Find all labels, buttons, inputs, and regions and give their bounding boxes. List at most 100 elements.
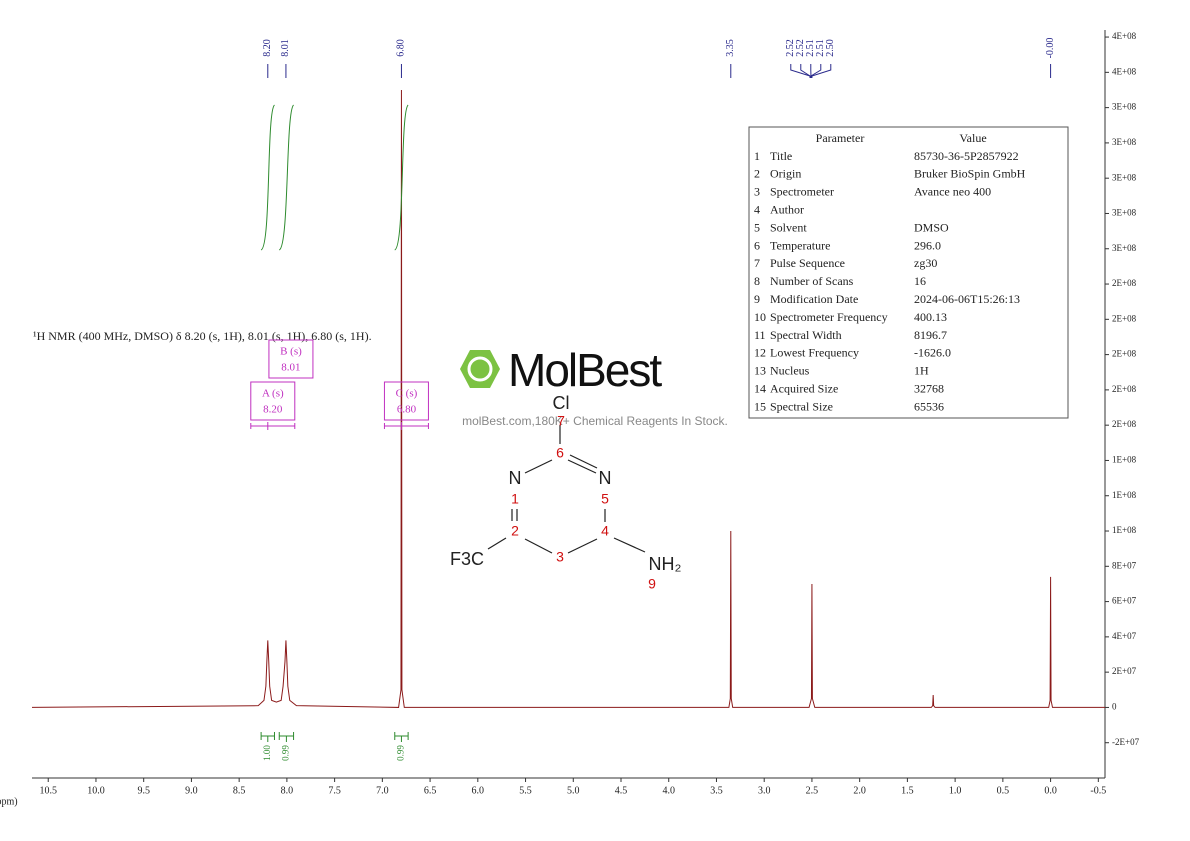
peak-label: 8.20 xyxy=(262,39,273,57)
x-tick-label: 6.0 xyxy=(472,785,485,796)
y-tick-label: 3E+08 xyxy=(1112,102,1137,112)
logo-hexagon xyxy=(460,350,500,388)
table-cell: 8196.7 xyxy=(914,328,947,342)
peak-leader xyxy=(810,64,822,78)
y-tick-label: 2E+08 xyxy=(1112,419,1137,429)
multiplet-box xyxy=(268,339,314,379)
logo-text: MolBest xyxy=(508,344,662,396)
multiplet-box xyxy=(250,381,296,421)
bond xyxy=(567,538,598,554)
multiplet-range xyxy=(250,422,296,430)
y-tick-label: 8E+07 xyxy=(1112,560,1137,570)
multiplet-shift: 8.01 xyxy=(281,362,300,374)
x-tick-label: 3.0 xyxy=(758,785,771,796)
table-cell: Spectrometer Frequency xyxy=(770,310,888,324)
table-cell: Spectrometer xyxy=(770,185,834,199)
x-tick-label: 9.0 xyxy=(185,785,198,796)
x-tick-label: 2.0 xyxy=(853,785,866,796)
x-tick-label: 7.5 xyxy=(328,785,341,796)
table-cell: 85730-36-5P2857922 xyxy=(914,149,1019,163)
table-cell: Bruker BioSpin GmbH xyxy=(914,167,1026,181)
y-tick-label: 4E+07 xyxy=(1112,631,1137,641)
table-cell: 2 xyxy=(754,167,760,181)
x-tick-label: 1.0 xyxy=(949,785,962,796)
atom-number: 5 xyxy=(601,491,609,507)
integral-bracket xyxy=(260,732,275,742)
x-tick-label: 1.5 xyxy=(901,785,914,796)
table-cell: Pulse Sequence xyxy=(770,256,845,270)
y-tick-label: 4E+08 xyxy=(1112,66,1137,76)
x-tick-label: 4.0 xyxy=(662,785,675,796)
integral-curve xyxy=(260,104,275,251)
bond xyxy=(613,537,646,553)
watermark: molBest.com,180K+ Chemical Reagents In S… xyxy=(462,414,728,428)
multiplet-name: C (s) xyxy=(396,388,418,400)
table-cell: zg30 xyxy=(914,256,937,270)
x-tick-label: 9.5 xyxy=(137,785,150,796)
x-tick-label: 0.0 xyxy=(1044,785,1057,796)
integral-curve xyxy=(394,104,409,251)
table-cell: Number of Scans xyxy=(770,274,854,288)
table-cell: Origin xyxy=(770,167,801,181)
atom: F3C xyxy=(450,549,484,569)
integral-bracket xyxy=(278,732,295,742)
y-tick-label: 2E+08 xyxy=(1112,384,1137,394)
spectrum-line xyxy=(31,89,1105,708)
bond xyxy=(487,537,507,550)
x-tick-label: 5.5 xyxy=(519,785,532,796)
table-cell: Acquired Size xyxy=(770,381,838,395)
table-cell: Lowest Frequency xyxy=(770,346,859,360)
x-tick-label: 8.0 xyxy=(281,785,294,796)
table-cell: Temperature xyxy=(770,238,830,252)
integral-label: 0.99 xyxy=(280,745,290,761)
table-cell: 3 xyxy=(754,185,760,199)
peak-label: 2.50 xyxy=(825,39,836,57)
table-cell: 16 xyxy=(914,274,926,288)
table-cell: Nucleus xyxy=(770,364,810,378)
table-cell: 2024-06-06T15:26:13 xyxy=(914,292,1020,306)
multiplet-shift: 8.20 xyxy=(263,404,283,416)
logo-ring xyxy=(467,356,493,382)
integral-label: 1.00 xyxy=(262,745,272,761)
y-tick-label: 1E+08 xyxy=(1112,455,1137,465)
multiplet-box xyxy=(383,381,429,421)
table-cell: 14 xyxy=(754,381,766,395)
table-cell: Modification Date xyxy=(770,292,858,306)
table-cell: Spectral Width xyxy=(770,328,842,342)
atom-number: 1 xyxy=(511,491,519,507)
peak-label: 2.51 xyxy=(805,39,816,57)
table-cell: 15 xyxy=(754,399,766,413)
integral-bracket xyxy=(394,732,409,742)
y-tick-label: 1E+08 xyxy=(1112,525,1137,535)
atom-number: 9 xyxy=(648,576,656,592)
atom: NH₂ xyxy=(649,554,682,574)
table-cell: 6 xyxy=(754,238,760,252)
y-tick-label: 1E+08 xyxy=(1112,490,1137,500)
bond xyxy=(567,459,597,474)
molecule xyxy=(487,425,646,554)
x-tick-label: 10.5 xyxy=(39,785,57,796)
atom: Cl xyxy=(553,393,570,413)
peak-leader xyxy=(811,64,832,78)
integral-label: 0.99 xyxy=(396,745,406,761)
table-cell: 13 xyxy=(754,364,766,378)
multiplet-name: A (s) xyxy=(262,388,284,400)
x-tick-label: 5.0 xyxy=(567,785,580,796)
atom-number: 3 xyxy=(556,549,564,565)
atom-number: 7 xyxy=(557,413,565,429)
peak-label: -0.00 xyxy=(1045,38,1056,59)
multiplet-range xyxy=(383,422,429,430)
parameter-table xyxy=(748,126,1069,419)
x-tick-label: 7.0 xyxy=(376,785,389,796)
table-cell: 32768 xyxy=(914,381,944,395)
bond xyxy=(524,538,553,554)
integral-curve xyxy=(278,104,295,251)
y-tick-label: 3E+08 xyxy=(1112,243,1137,253)
y-tick-label: 2E+07 xyxy=(1112,666,1137,676)
x-tick-label: 8.5 xyxy=(233,785,246,796)
table-cell: Title xyxy=(770,149,792,163)
table-cell: 9 xyxy=(754,292,760,306)
x-axis-label: f1 (ppm) xyxy=(0,796,18,807)
x-tick-label: 0.5 xyxy=(997,785,1010,796)
